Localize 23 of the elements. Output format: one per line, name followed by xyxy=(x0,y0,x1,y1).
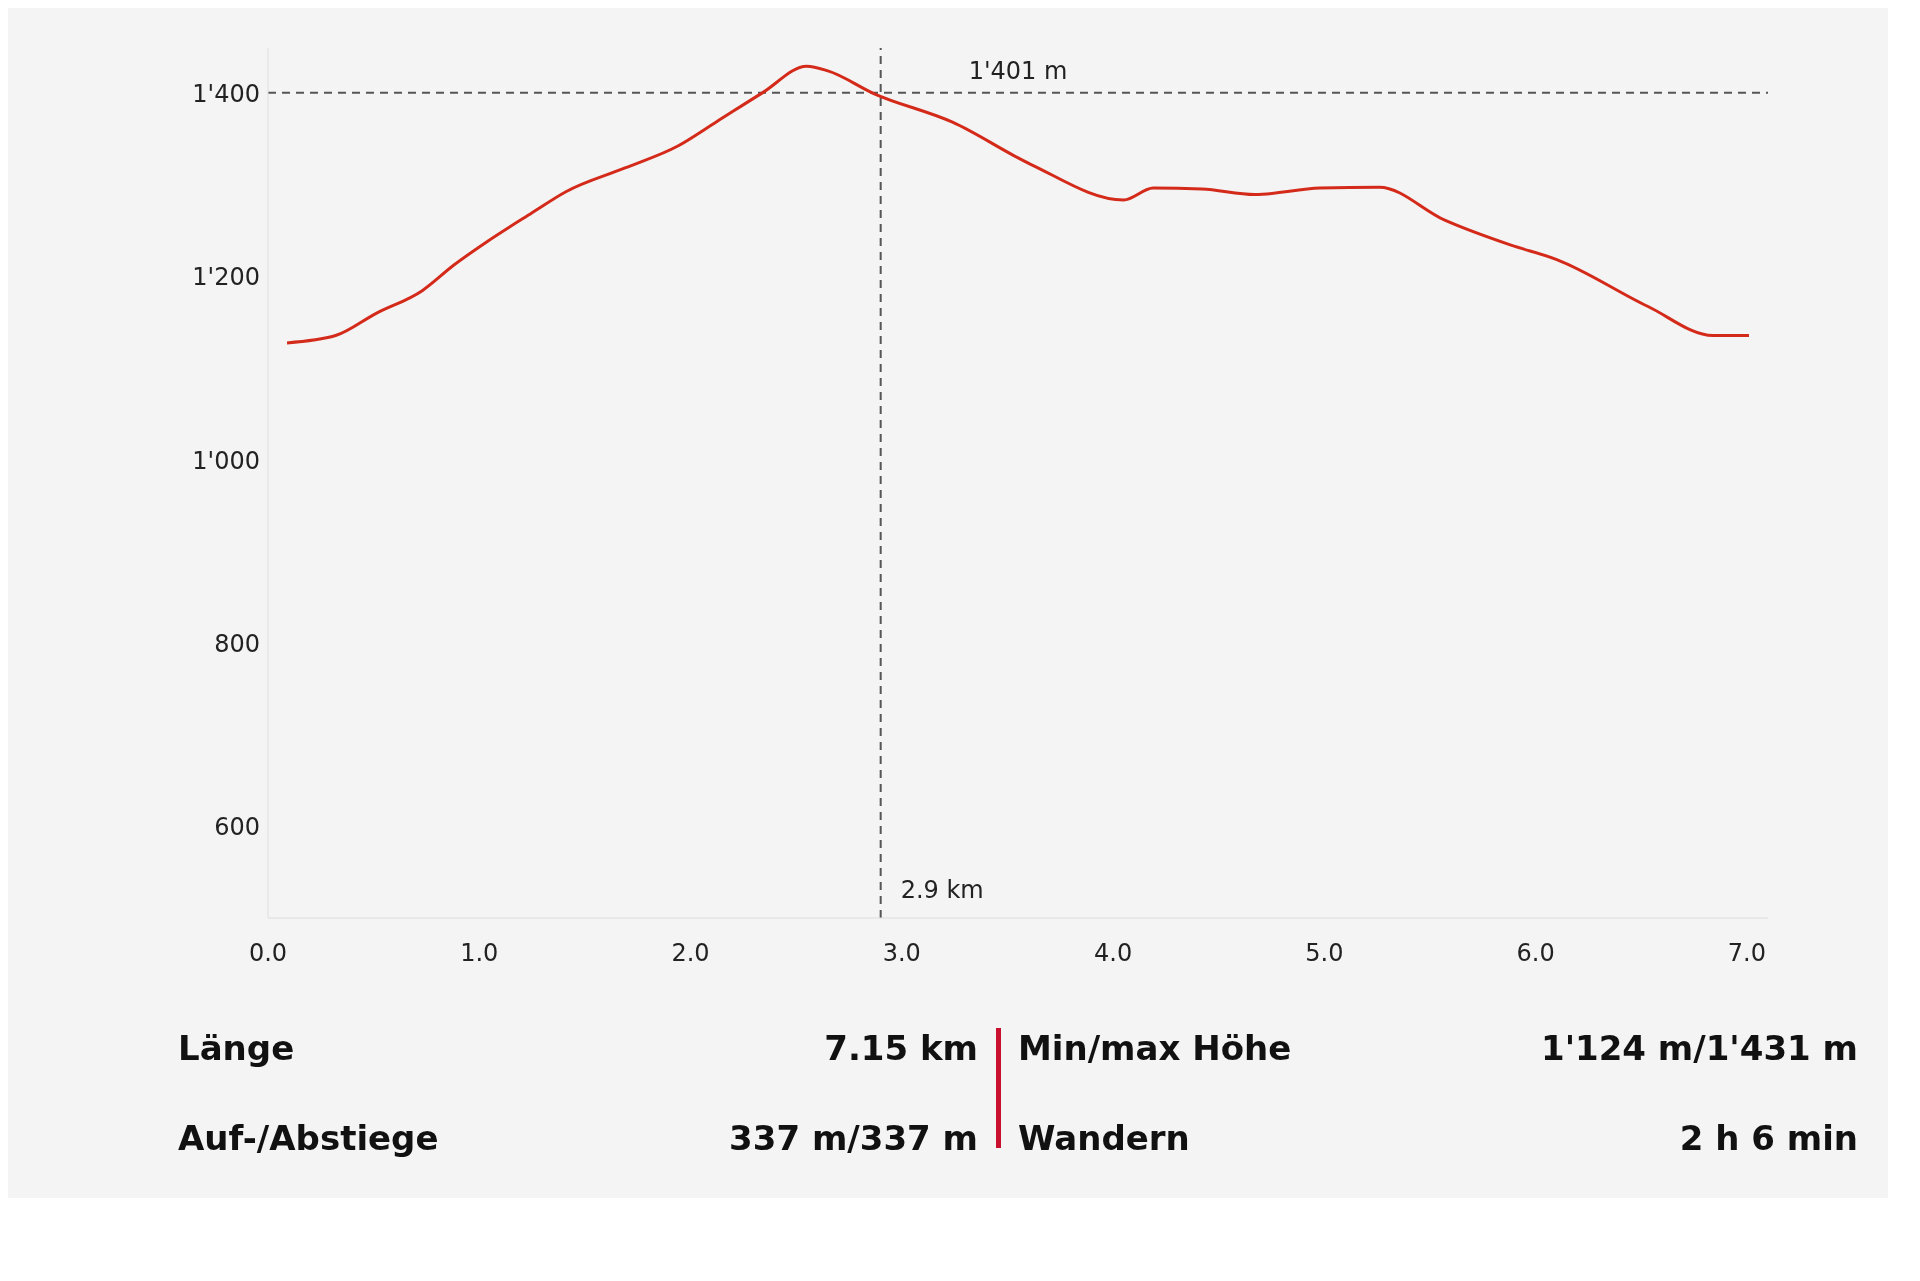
x-tick-label: 5.0 xyxy=(1305,939,1344,968)
x-tick-label: 0.0 xyxy=(248,939,288,968)
y-tick-label: 800 xyxy=(214,629,260,658)
y-tick-label: 1'400 xyxy=(192,80,260,109)
ref-line-label: 1'401 m xyxy=(968,56,1068,85)
x-tick-label: 3.0 xyxy=(882,939,921,968)
text: 1'124 m/1'431 m xyxy=(1539,1028,1858,1070)
text: Länge xyxy=(178,1028,296,1070)
x-tick-label: 1.0 xyxy=(460,939,499,968)
y-tick-label: 600 xyxy=(214,812,260,841)
x-tick-label: 7.0 xyxy=(1727,939,1766,968)
y-tick-label: 1'200 xyxy=(192,263,260,292)
text: Min/max Höhe xyxy=(1018,1028,1293,1070)
text: Auf-/Abstiege xyxy=(178,1118,440,1158)
x-tick-label: 2.0 xyxy=(671,939,710,968)
text: 2 h 6 min xyxy=(1678,1118,1858,1158)
text: Wandern xyxy=(1018,1118,1191,1158)
y-tick-label: 1'000 xyxy=(192,446,260,475)
text: 337 m/337 m xyxy=(728,1118,978,1158)
x-tick-label: 6.0 xyxy=(1516,939,1555,968)
text: 7.15 km xyxy=(823,1028,978,1070)
x-tick-label: 4.0 xyxy=(1093,939,1133,968)
ref-line-label: 2.9 km xyxy=(900,876,984,904)
